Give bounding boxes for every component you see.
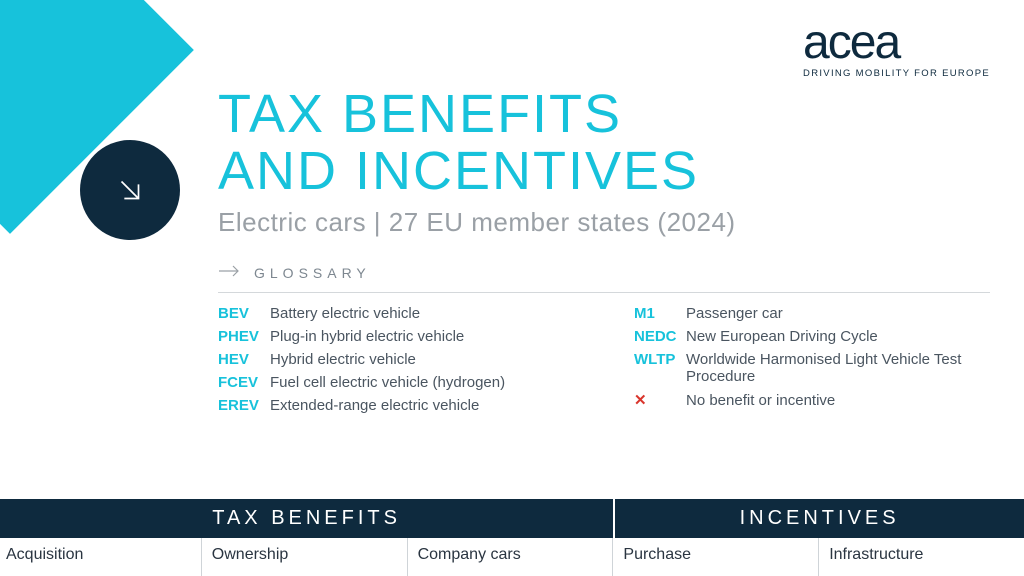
glossary-header: GLOSSARY <box>218 264 990 282</box>
table-subheader-row: Acquisition Ownership Company cars Purch… <box>0 538 1024 576</box>
glossary-columns: BEVBattery electric vehicle PHEVPlug-in … <box>218 305 990 420</box>
table-header-row: TAX BENEFITS INCENTIVES <box>0 499 1024 538</box>
col-acquisition: Acquisition <box>0 538 202 576</box>
glossary-term: NEDC <box>634 328 686 345</box>
glossary-term: EREV <box>218 397 270 414</box>
col-ownership: Ownership <box>202 538 408 576</box>
glossary-item: BEVBattery electric vehicle <box>218 305 574 322</box>
main-content: TAX BENEFITS AND INCENTIVES Electric car… <box>218 86 990 420</box>
title-line-2: AND INCENTIVES <box>218 141 699 201</box>
glossary-label: GLOSSARY <box>254 265 371 281</box>
glossary-item: FCEVFuel cell electric vehicle (hydrogen… <box>218 374 574 391</box>
glossary-col-right: M1Passenger car NEDCNew European Driving… <box>634 305 990 420</box>
category-table: TAX BENEFITS INCENTIVES Acquisition Owne… <box>0 499 1024 576</box>
glossary-def: Extended-range electric vehicle <box>270 397 479 414</box>
divider <box>218 292 990 293</box>
x-icon: ✕ <box>634 391 686 409</box>
logo-word: acea <box>803 20 990 66</box>
glossary-item: M1Passenger car <box>634 305 990 322</box>
glossary-def: Fuel cell electric vehicle (hydrogen) <box>270 374 505 391</box>
arrow-down-right-icon <box>113 173 147 207</box>
glossary-def: No benefit or incentive <box>686 392 835 409</box>
title-line-1: TAX BENEFITS <box>218 84 622 144</box>
logo-tagline: DRIVING MOBILITY FOR EUROPE <box>803 68 990 79</box>
arrow-right-icon <box>218 264 240 282</box>
header-incentives: INCENTIVES <box>615 499 1024 538</box>
header-tax-benefits: TAX BENEFITS <box>0 499 615 538</box>
glossary-item: NEDCNew European Driving Cycle <box>634 328 990 345</box>
glossary-def: Hybrid electric vehicle <box>270 351 416 368</box>
page-title: TAX BENEFITS AND INCENTIVES <box>218 86 990 199</box>
arrow-badge <box>80 140 180 240</box>
glossary-item: ✕No benefit or incentive <box>634 391 990 409</box>
glossary-term: WLTP <box>634 351 686 368</box>
col-company-cars: Company cars <box>408 538 614 576</box>
col-infrastructure: Infrastructure <box>819 538 1024 576</box>
glossary-term: FCEV <box>218 374 270 391</box>
page-subtitle: Electric cars | 27 EU member states (202… <box>218 207 990 238</box>
glossary-term: M1 <box>634 305 686 322</box>
glossary-def: New European Driving Cycle <box>686 328 878 345</box>
glossary-item: EREVExtended-range electric vehicle <box>218 397 574 414</box>
glossary-def: Plug-in hybrid electric vehicle <box>270 328 464 345</box>
glossary-col-left: BEVBattery electric vehicle PHEVPlug-in … <box>218 305 574 420</box>
glossary-def: Passenger car <box>686 305 783 322</box>
glossary-term: BEV <box>218 305 270 322</box>
glossary-term: HEV <box>218 351 270 368</box>
brand-logo: acea DRIVING MOBILITY FOR EUROPE <box>803 20 990 79</box>
glossary-item: PHEVPlug-in hybrid electric vehicle <box>218 328 574 345</box>
glossary-term: PHEV <box>218 328 270 345</box>
col-purchase: Purchase <box>613 538 819 576</box>
glossary-item: WLTPWorldwide Harmonised Light Vehicle T… <box>634 351 990 385</box>
glossary-def: Worldwide Harmonised Light Vehicle Test … <box>686 351 990 385</box>
glossary-def: Battery electric vehicle <box>270 305 420 322</box>
glossary-item: HEVHybrid electric vehicle <box>218 351 574 368</box>
